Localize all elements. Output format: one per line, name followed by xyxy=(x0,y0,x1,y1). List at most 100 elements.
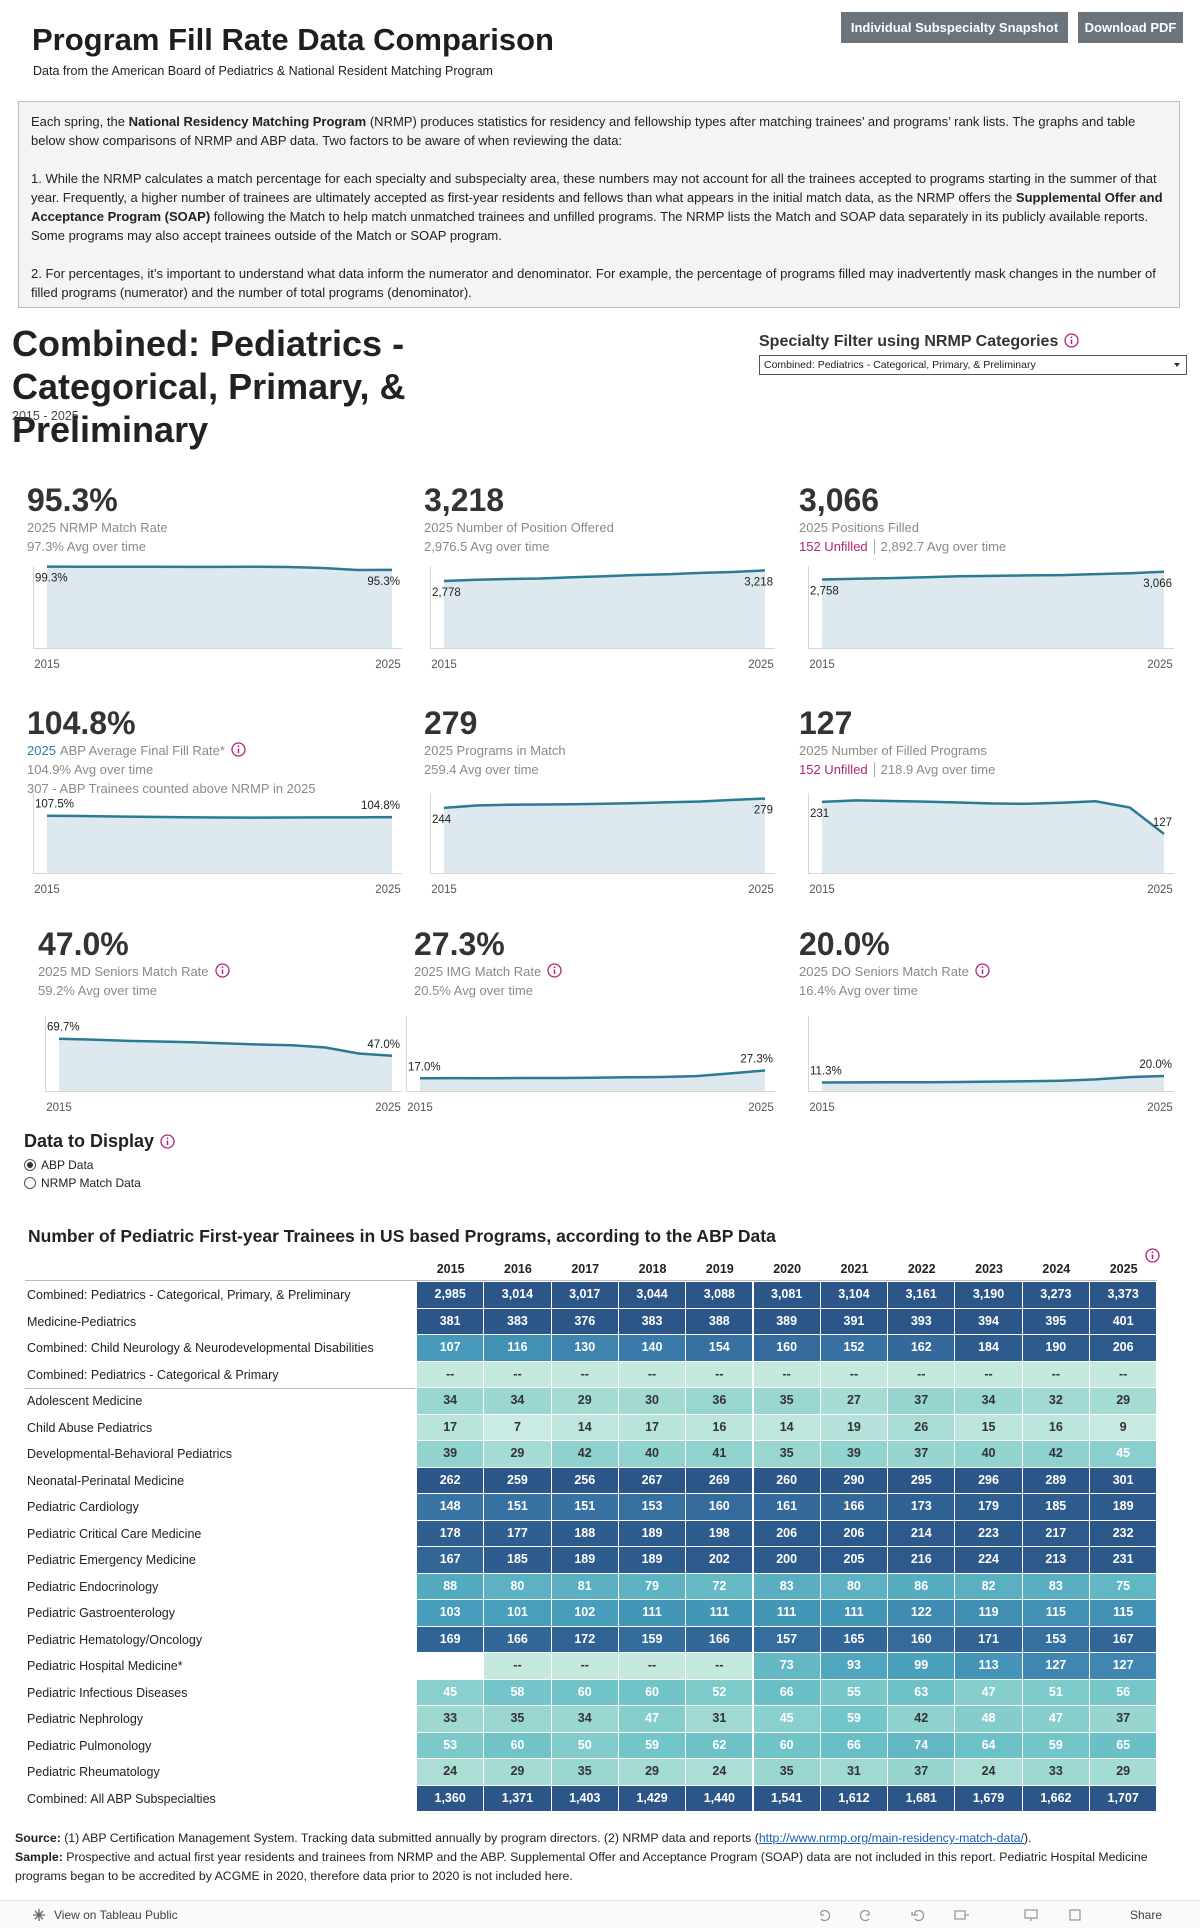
spark-end-label: 20.0% xyxy=(1139,1059,1172,1071)
spark-area xyxy=(822,571,1164,648)
table-cell: 3,014 xyxy=(484,1282,551,1308)
table-cell: 177 xyxy=(484,1520,551,1546)
info-icon[interactable] xyxy=(975,963,990,978)
row-label: Child Abuse Pediatrics xyxy=(27,1420,153,1435)
info-circle xyxy=(1145,1248,1160,1263)
kpi-extra: 307 - ABP Trainees counted above NRMP in… xyxy=(27,781,316,796)
table-cell: 35 xyxy=(484,1706,551,1732)
table-cell: 153 xyxy=(618,1494,686,1520)
table-info xyxy=(1145,1248,1160,1266)
link[interactable]: http://www.nrmp.org/main-residency-match… xyxy=(758,1831,1025,1845)
kpi-card: 3,218 2025 Number of Position Offered 2,97… xyxy=(424,482,614,556)
table-cell: 34 xyxy=(484,1388,551,1414)
table-cell: 198 xyxy=(686,1520,753,1546)
info-dot xyxy=(981,966,984,969)
radio-button[interactable] xyxy=(24,1177,36,1189)
page-subtitle: Data from the American Board of Pediatri… xyxy=(33,64,493,78)
share-button[interactable]: Share xyxy=(1130,1908,1163,1922)
spark-end-label: 127 xyxy=(1153,817,1172,829)
section-title: Combined: Pediatrics - Categorical, Prim… xyxy=(12,323,406,450)
table-cell: 202 xyxy=(686,1547,753,1573)
table-cell: 119 xyxy=(955,1600,1022,1626)
table-cell: 60 xyxy=(753,1732,820,1758)
table-cell: 60 xyxy=(484,1732,551,1758)
info-icon[interactable] xyxy=(1145,1248,1160,1263)
tableau-icon xyxy=(33,1909,45,1921)
kpi-label-text: 2025 MD Seniors Match Rate xyxy=(38,964,209,979)
info-icon[interactable] xyxy=(214,963,230,978)
spark-year: 2015 xyxy=(809,1102,835,1114)
view-link[interactable]: View on Tableau Public xyxy=(54,1908,178,1922)
table-cell: 1,440 xyxy=(686,1785,753,1811)
table-cell: 111 xyxy=(820,1600,888,1626)
info-icon[interactable] xyxy=(547,963,562,978)
spark-area xyxy=(822,800,1164,873)
kpi-label-text: 2025 Number of Filled Programs xyxy=(799,743,987,758)
spark-year: 2015 xyxy=(809,659,835,671)
table-cell: 60 xyxy=(618,1679,686,1705)
kpi-unfilled: 152 Unfilled xyxy=(799,539,875,554)
table-cell: 30 xyxy=(618,1388,686,1414)
snapshot-button[interactable]: Individual Subspecialty Snapshot xyxy=(841,12,1068,43)
table-cell: 224 xyxy=(955,1547,1022,1573)
row-label: Pediatric Critical Care Medicine xyxy=(27,1526,202,1541)
row-label: Adolescent Medicine xyxy=(27,1394,143,1408)
table-cell: 37 xyxy=(888,1388,955,1414)
spark-line xyxy=(443,797,766,810)
table-cell: 34 xyxy=(955,1388,1022,1414)
table-cell: 178 xyxy=(417,1520,484,1546)
table-cell: 37 xyxy=(1090,1706,1157,1732)
info-icon[interactable] xyxy=(1064,333,1079,348)
footer-text: Prospective and actual first year reside… xyxy=(15,1850,1148,1883)
table-cell: 148 xyxy=(417,1494,484,1520)
intro-paragraph: Each spring, the National Residency Matc… xyxy=(31,112,1167,150)
table-cell: 3,088 xyxy=(686,1282,753,1308)
kpi-value: 3,066 xyxy=(799,482,880,518)
spark-line xyxy=(443,569,766,583)
table-cell: 179 xyxy=(955,1494,1022,1520)
table-cell: 1,707 xyxy=(1090,1785,1157,1811)
table-cell: 66 xyxy=(753,1679,820,1705)
table-cell: 63 xyxy=(888,1679,955,1705)
table-cell: 31 xyxy=(820,1759,888,1785)
table-cell: -- xyxy=(551,1653,618,1679)
column-header: 2016 xyxy=(504,1262,532,1276)
table-cell: -- xyxy=(417,1361,484,1387)
table-cell: 35 xyxy=(753,1388,820,1414)
table-cell: 14 xyxy=(753,1414,820,1440)
table-cell: 190 xyxy=(1022,1335,1089,1361)
row-label: Pediatric Hospital Medicine* xyxy=(27,1659,183,1673)
kpi-label: 2025 DO Seniors Match Rate xyxy=(799,962,990,981)
kpi-avg: 152 Unfilled 218.9 Avg over time xyxy=(799,760,995,779)
info-icon[interactable] xyxy=(160,1134,175,1149)
table-cell: 88 xyxy=(417,1573,484,1599)
kpi-card: 127 2025 Number of Filled Programs 152 Unf… xyxy=(799,705,995,779)
kpi-label-year: 2025 xyxy=(27,743,56,758)
filter-dropdown[interactable]: Combined: Pediatrics - Categorical, Prim… xyxy=(759,355,1187,375)
kpi-value: 127 xyxy=(799,705,853,741)
table-cell: 189 xyxy=(1090,1494,1157,1520)
spark-end-label: 104.8% xyxy=(361,800,400,812)
row-label: Pediatric Rheumatology xyxy=(27,1765,160,1779)
table-cell: 189 xyxy=(551,1547,618,1573)
radio-option[interactable]: ABP Data xyxy=(24,1158,175,1172)
table-cell: 223 xyxy=(955,1520,1022,1546)
kpi-avg-text: 104.9% Avg over time xyxy=(27,762,154,777)
table-cell: -- xyxy=(686,1361,753,1387)
radio-button[interactable] xyxy=(24,1159,36,1171)
kpi-avg: 104.9% Avg over time xyxy=(27,760,316,779)
table-cell: 39 xyxy=(820,1441,888,1467)
kpi-card: 104.8% 2025 ABP Average Final Fill Rate* 10… xyxy=(27,705,316,798)
table-cell: 206 xyxy=(820,1520,888,1546)
info-icon[interactable] xyxy=(231,742,246,757)
table-cell: 383 xyxy=(484,1308,551,1334)
intro-text: (NRMP) produces statistics for residency… xyxy=(31,114,1136,148)
kpi-avg: 2,976.5 Avg over time xyxy=(424,537,614,556)
footer-line: Source: (1) ABP Certification Management… xyxy=(15,1829,1180,1848)
kpi-label-text: 2025 NRMP Match Rate xyxy=(27,520,168,535)
kpi-avg-text: 259.4 Avg over time xyxy=(424,762,539,777)
kpi-card: 279 2025 Programs in Match 259.4 Avg over … xyxy=(424,705,566,779)
radio-option[interactable]: NRMP Match Data xyxy=(24,1176,175,1190)
download-button[interactable]: Download PDF xyxy=(1078,12,1183,43)
sparkline: 99.3% 95.3% 2015 2025 xyxy=(33,565,402,671)
